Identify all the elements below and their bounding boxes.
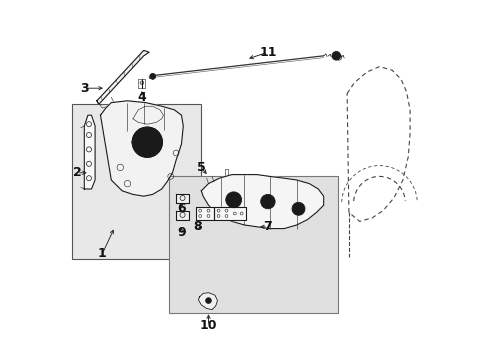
Polygon shape xyxy=(201,175,323,229)
Polygon shape xyxy=(84,115,95,189)
Text: 10: 10 xyxy=(199,319,217,332)
Text: 5: 5 xyxy=(197,161,205,174)
Circle shape xyxy=(149,73,155,79)
Text: 8: 8 xyxy=(193,220,202,233)
Circle shape xyxy=(132,127,162,157)
Text: 9: 9 xyxy=(177,226,185,239)
Text: 7: 7 xyxy=(263,220,272,233)
Bar xyxy=(72,104,201,259)
Text: 6: 6 xyxy=(177,202,185,215)
Circle shape xyxy=(260,194,275,209)
Polygon shape xyxy=(176,211,188,220)
Text: 3: 3 xyxy=(80,82,88,95)
Bar xyxy=(168,176,337,313)
Text: 2: 2 xyxy=(73,166,81,179)
Polygon shape xyxy=(196,207,213,220)
Polygon shape xyxy=(176,194,188,203)
Circle shape xyxy=(205,298,211,303)
Text: 1: 1 xyxy=(98,247,106,260)
Circle shape xyxy=(331,51,340,60)
Polygon shape xyxy=(101,101,183,196)
Text: 11: 11 xyxy=(259,46,276,59)
Circle shape xyxy=(291,202,305,215)
Polygon shape xyxy=(97,50,149,104)
Text: 4: 4 xyxy=(137,91,146,104)
Circle shape xyxy=(225,192,241,208)
Polygon shape xyxy=(198,293,217,310)
Polygon shape xyxy=(213,207,246,220)
